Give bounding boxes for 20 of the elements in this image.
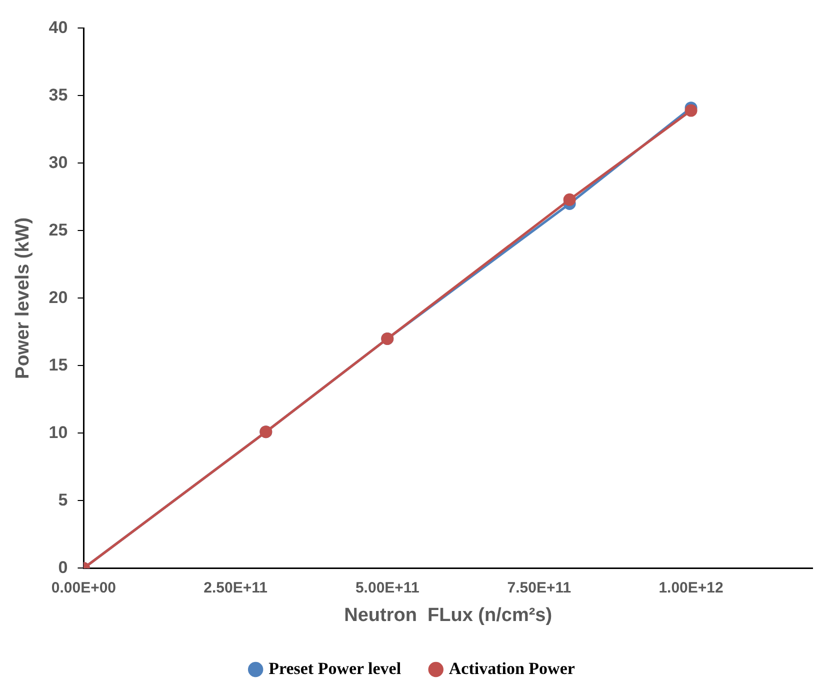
x-tick-label: 7.50E+11 bbox=[507, 579, 572, 596]
x-tick-label: 0.00E+00 bbox=[51, 579, 116, 596]
x-tick-label: 2.50E+11 bbox=[204, 579, 268, 596]
y-tick-label: 20 bbox=[48, 288, 68, 307]
point bbox=[563, 193, 576, 206]
y-tick-label: 35 bbox=[48, 85, 68, 104]
y-tick-label: 25 bbox=[48, 220, 68, 240]
y-tick-label: 15 bbox=[48, 355, 68, 374]
y-axis-title: Power levels (kW) bbox=[12, 217, 34, 379]
legend-label: Activation Power bbox=[448, 658, 576, 678]
legend-label: Preset Power level bbox=[268, 658, 402, 678]
x-tick-label: 5.00E+11 bbox=[355, 579, 420, 596]
y-tick-label: 5 bbox=[58, 490, 68, 510]
x-axis-title: Neutron FLux (n/cm²s) bbox=[344, 604, 552, 626]
y-tick-label: 10 bbox=[48, 422, 68, 442]
x-tick-label: 1.00E+12 bbox=[658, 579, 724, 596]
y-tick-label: 40 bbox=[48, 18, 68, 37]
y-tick-label: 30 bbox=[48, 152, 68, 172]
y-tick-label: 0 bbox=[58, 558, 68, 577]
point bbox=[684, 104, 698, 117]
